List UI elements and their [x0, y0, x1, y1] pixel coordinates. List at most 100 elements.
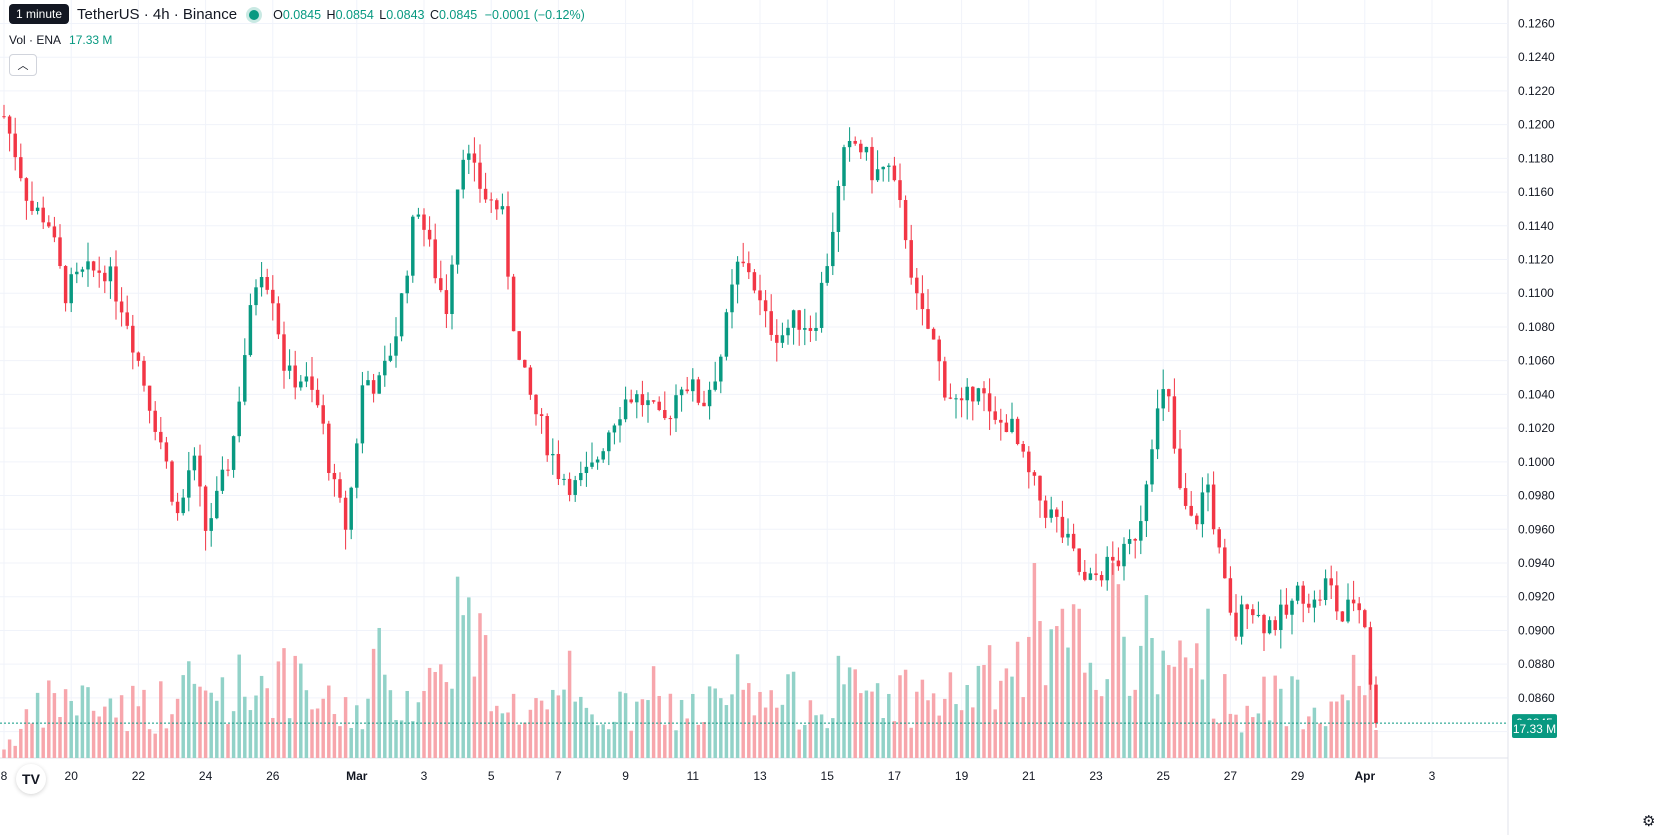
candle-body — [1284, 604, 1289, 615]
volume-bar — [864, 690, 869, 758]
volume-bar — [1267, 720, 1272, 758]
volume-bar — [803, 724, 807, 758]
volume-bar — [7, 739, 12, 758]
ohlc-high-value: 0.0854 — [335, 7, 374, 22]
time-tick-label: 21 — [1022, 769, 1036, 783]
candle-body — [741, 261, 745, 264]
candle-body — [1094, 573, 1098, 576]
volume-bar — [293, 655, 297, 758]
candle-body — [80, 269, 85, 272]
candle-body — [954, 398, 958, 400]
candle-body — [948, 397, 953, 399]
volume-bar — [702, 721, 706, 758]
candle-body — [987, 393, 992, 412]
candle-body — [293, 365, 297, 388]
volume-bar — [147, 729, 152, 758]
volume-bar — [220, 677, 225, 758]
volume-bar — [467, 597, 471, 758]
candle-body — [405, 275, 409, 294]
volume-bar — [523, 722, 527, 758]
volume-bar — [103, 706, 107, 758]
market-status-icon[interactable] — [249, 9, 260, 20]
volume-bar — [427, 667, 432, 758]
candle-body — [870, 146, 874, 181]
volume-bar — [1010, 676, 1014, 758]
volume-bar — [360, 729, 365, 758]
collapse-legend-button[interactable]: ︿ — [9, 54, 37, 76]
candle-body — [399, 293, 404, 337]
candle-body — [327, 423, 331, 473]
tradingview-logo-icon[interactable]: TV — [16, 764, 46, 794]
volume-bar — [668, 693, 673, 758]
volume-bar — [30, 723, 34, 758]
volume-bar — [1312, 707, 1317, 758]
candle-body — [797, 310, 801, 330]
price-tick-label: 0.1140 — [1518, 219, 1554, 233]
candle-body — [814, 327, 818, 331]
candle-body — [1290, 600, 1294, 615]
volume-bar — [1111, 563, 1115, 758]
candle-body — [1015, 418, 1020, 445]
volume-bar — [1351, 654, 1356, 758]
volume-bar — [187, 661, 191, 758]
candle-body — [91, 261, 96, 271]
candle-body — [427, 229, 432, 240]
candle-body — [97, 270, 101, 273]
price-tick-label: 0.1260 — [1518, 16, 1555, 30]
time-tick-label: 24 — [199, 769, 213, 783]
volume-bar — [455, 576, 460, 758]
volume-bar — [635, 701, 639, 758]
price-tick-label: 0.1220 — [1518, 84, 1555, 98]
candle-body — [1088, 573, 1093, 580]
price-axis[interactable]: 0.1260 0.1240 0.1220 0.1200 0.1180 0.1160 0.11… — [1518, 16, 1555, 738]
volume-bar — [1004, 668, 1009, 758]
candle-body — [607, 432, 611, 452]
volume-bar — [887, 693, 891, 758]
candle-body — [187, 470, 191, 498]
volume-bar — [601, 724, 605, 758]
candle-body — [355, 443, 359, 488]
candle-body — [271, 289, 275, 304]
price-tick-label: 0.0900 — [1518, 623, 1555, 637]
candle-body — [114, 266, 118, 302]
candle-body — [243, 355, 247, 402]
volume-bar — [987, 645, 992, 758]
candle-body — [237, 401, 241, 437]
volume-legend[interactable]: Vol · ENA 17.33 M — [9, 33, 112, 47]
candle-body — [1368, 627, 1373, 685]
candle-body — [892, 165, 897, 181]
candle-body — [713, 381, 717, 390]
candle-body — [282, 334, 286, 371]
volume-bar — [97, 716, 101, 758]
time-axis[interactable]: 8 20 22 24 26 Mar 3 5 7 9 11 13 15 17 19 21 23 25 27 29 Apr 3 — [1, 769, 1436, 783]
candle-body — [1346, 599, 1350, 622]
volume-bar — [1094, 689, 1098, 758]
candle-body — [674, 395, 678, 419]
volume-bar — [1178, 640, 1182, 758]
volume-bar — [584, 707, 589, 758]
volume-bar — [1032, 563, 1037, 758]
candle-body — [86, 261, 90, 270]
candle-body — [35, 207, 40, 212]
interval-tooltip: 1 minute — [9, 4, 70, 24]
candle-body — [511, 276, 516, 332]
volume-bar — [332, 714, 337, 758]
volume-bar — [797, 729, 801, 758]
symbol-legend[interactable]: TetherUS · 4h · Binance O0.0845 H0.0854 … — [77, 6, 585, 23]
time-tick-label: 7 — [555, 769, 562, 783]
gear-icon[interactable]: ⚙ — [1642, 813, 1656, 830]
volume-bar — [915, 691, 919, 758]
volume-bar — [1211, 718, 1216, 758]
candle-body — [1116, 560, 1121, 567]
volume-bar — [1307, 716, 1311, 758]
volume-bar — [24, 709, 29, 758]
volume-bar — [707, 686, 712, 758]
volume-bar — [623, 693, 628, 758]
volume-bar — [433, 671, 437, 758]
volume-bar — [1038, 621, 1042, 758]
symbol-title[interactable]: TetherUS · 4h · Binance — [77, 6, 238, 23]
candle-body — [735, 261, 740, 285]
candle-body — [1217, 529, 1221, 548]
candle-body — [696, 379, 701, 403]
